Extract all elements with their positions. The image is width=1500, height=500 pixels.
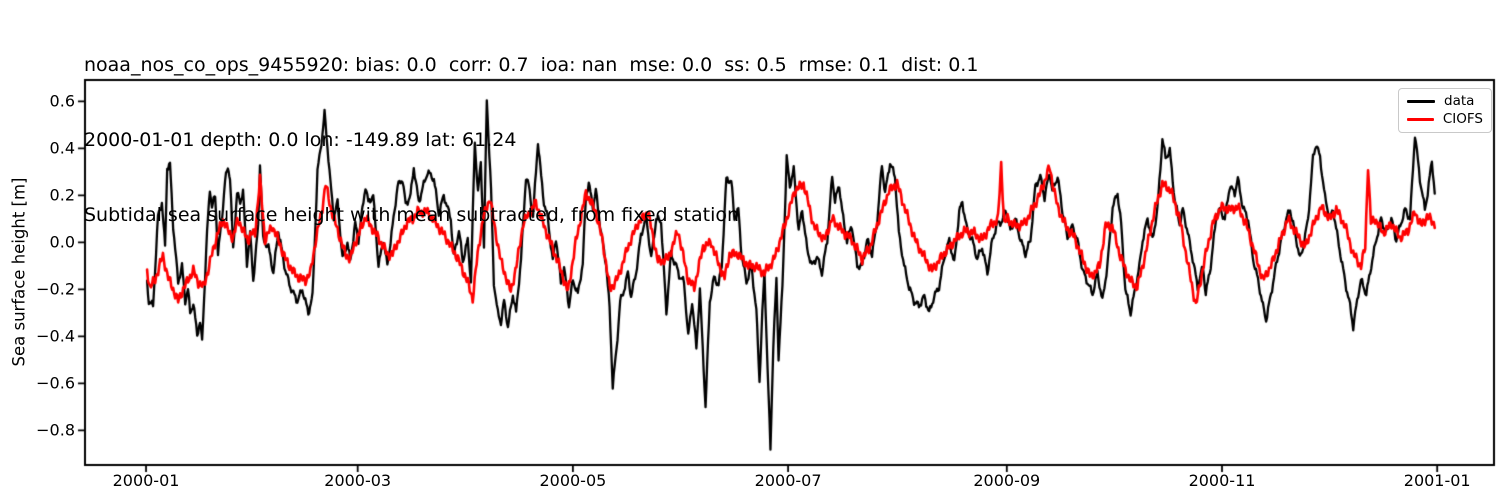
title-line-stats: noaa_nos_co_ops_9455920: bias: 0.0 corr:… — [84, 54, 979, 76]
x-tick-label: 2000-07 — [754, 471, 822, 490]
y-tick-label: 0.4 — [49, 138, 75, 158]
legend-entry-CIOFS: CIOFS — [1407, 112, 1483, 127]
title-line-station: 2000-01-01 depth: 0.0 lon: -149.89 lat: … — [84, 129, 517, 151]
y-tick-label: 0.6 — [49, 91, 75, 111]
title-line-description: Subtidal sea surface height with mean su… — [84, 204, 740, 226]
y-tick-label: −0.4 — [36, 326, 75, 346]
legend: data CIOFS — [1398, 88, 1492, 133]
legend-line-sample — [1407, 118, 1434, 121]
legend-label: data — [1444, 93, 1475, 109]
y-tick-label: 0.0 — [49, 232, 75, 252]
title-block: noaa_nos_co_ops_9455920: bias: 0.0 corr:… — [84, 3, 978, 278]
legend-label: CIOFS — [1442, 111, 1483, 127]
y-tick-label: −0.8 — [36, 420, 75, 440]
legend-line-sample — [1407, 100, 1435, 103]
x-tick-label: 2001-01 — [1403, 471, 1471, 490]
y-tick-label: 0.2 — [49, 185, 75, 205]
legend-entry-data: data — [1407, 94, 1483, 109]
x-tick-label: 2000-09 — [973, 471, 1041, 490]
y-tick-label: −0.6 — [36, 373, 75, 393]
x-tick-label: 2000-05 — [539, 471, 607, 490]
y-tick-label: −0.2 — [36, 279, 75, 299]
x-tick-label: 2000-11 — [1188, 471, 1256, 490]
x-tick-label: 2000-03 — [324, 471, 392, 490]
x-tick-label: 2000-01 — [112, 471, 180, 490]
